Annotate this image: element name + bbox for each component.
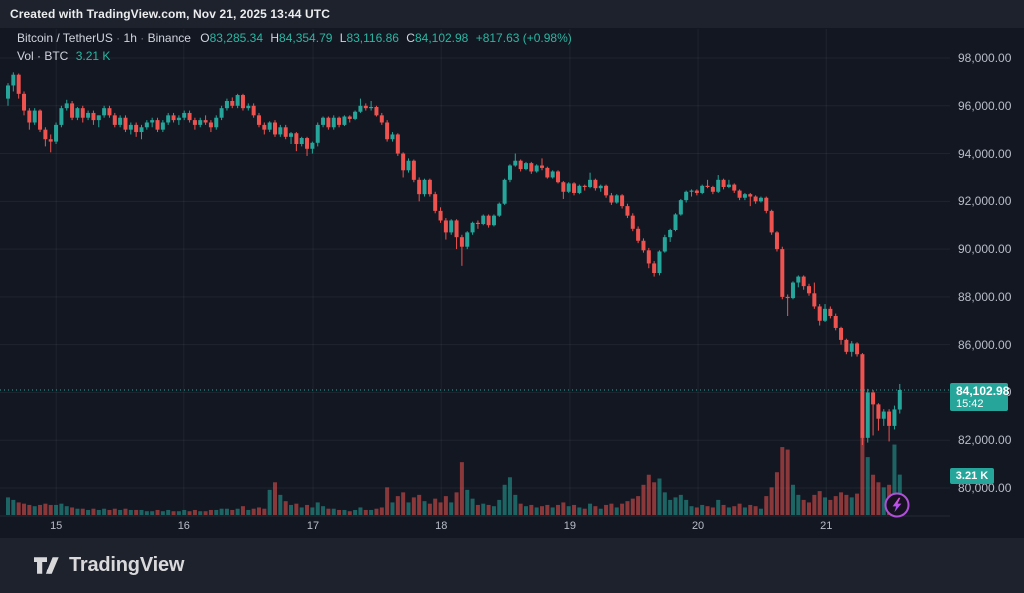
time-tick-label: 21 xyxy=(820,520,833,532)
tradingview-logo[interactable]: TradingView xyxy=(34,554,184,577)
symbol-title[interactable]: Bitcoin / TetherUS xyxy=(17,31,113,45)
time-tick-label: 16 xyxy=(177,520,190,532)
price-tick-label: 88,000.00 xyxy=(958,289,1012,304)
time-tick-label: 15 xyxy=(50,520,63,532)
high-prefix: H xyxy=(270,31,280,45)
last-price-label: 84,102.98 15:42 xyxy=(950,383,1010,411)
price-tick-label: 96,000.00 xyxy=(958,98,1012,113)
exchange: Binance xyxy=(147,31,191,45)
close-value: 84,102.98 xyxy=(414,31,469,45)
candles xyxy=(6,72,902,445)
interval[interactable]: 1h xyxy=(123,31,137,45)
time-tick-label: 20 xyxy=(691,520,705,532)
low-prefix: L xyxy=(339,31,347,45)
attribution-bar: Created with TradingView.com, Nov 21, 20… xyxy=(0,0,1024,28)
price-tick-label: 90,000.00 xyxy=(958,242,1012,257)
time-tick-label: 18 xyxy=(435,520,448,532)
volume-label[interactable]: Vol · BTC xyxy=(17,49,69,63)
legend-row-volume: Vol · BTC 3.21 K xyxy=(17,49,572,63)
close-prefix: C xyxy=(406,31,415,45)
price-tick-label: 94,000.00 xyxy=(958,146,1012,161)
change-value: +817.63 (+0.98%) xyxy=(475,31,572,45)
footer-bar: TradingView xyxy=(0,538,1024,593)
volume-bars xyxy=(6,437,902,515)
legend-row-symbol: Bitcoin / TetherUS · 1h · Binance O83,28… xyxy=(17,31,572,45)
time-tick-label: 19 xyxy=(563,520,577,532)
brand-name: TradingView xyxy=(69,554,185,576)
open-value: 83,285.34 xyxy=(209,31,264,45)
lightning-icon xyxy=(892,497,902,513)
chart-legend[interactable]: Bitcoin / TetherUS · 1h · Binance O83,28… xyxy=(17,31,572,63)
high-value: 84,354.79 xyxy=(279,31,333,45)
grid-lines xyxy=(0,29,950,517)
price-tick-label: 98,000.00 xyxy=(958,51,1012,65)
tradingview-logo-icon xyxy=(34,557,59,574)
price-tick-label: 80,000.00 xyxy=(958,481,1012,495)
open-prefix: O xyxy=(200,31,210,45)
price-tick-label: 86,000.00 xyxy=(958,337,1012,352)
last-price-value: 84,102.98 xyxy=(956,384,1010,398)
price-tick-label: 92,000.00 xyxy=(958,194,1012,209)
volume-value: 3.21 K xyxy=(75,49,111,63)
low-value: 83,116.86 xyxy=(346,31,399,45)
volume-axis-badge: 3.21 K xyxy=(950,468,994,484)
price-tick-label: 82,000.00 xyxy=(958,433,1012,448)
bar-countdown: 15:42 xyxy=(956,398,984,410)
attribution-text: Created with TradingView.com, Nov 21, 20… xyxy=(10,7,330,21)
instant-trading-button[interactable] xyxy=(883,491,911,519)
time-tick-label: 17 xyxy=(306,520,320,532)
